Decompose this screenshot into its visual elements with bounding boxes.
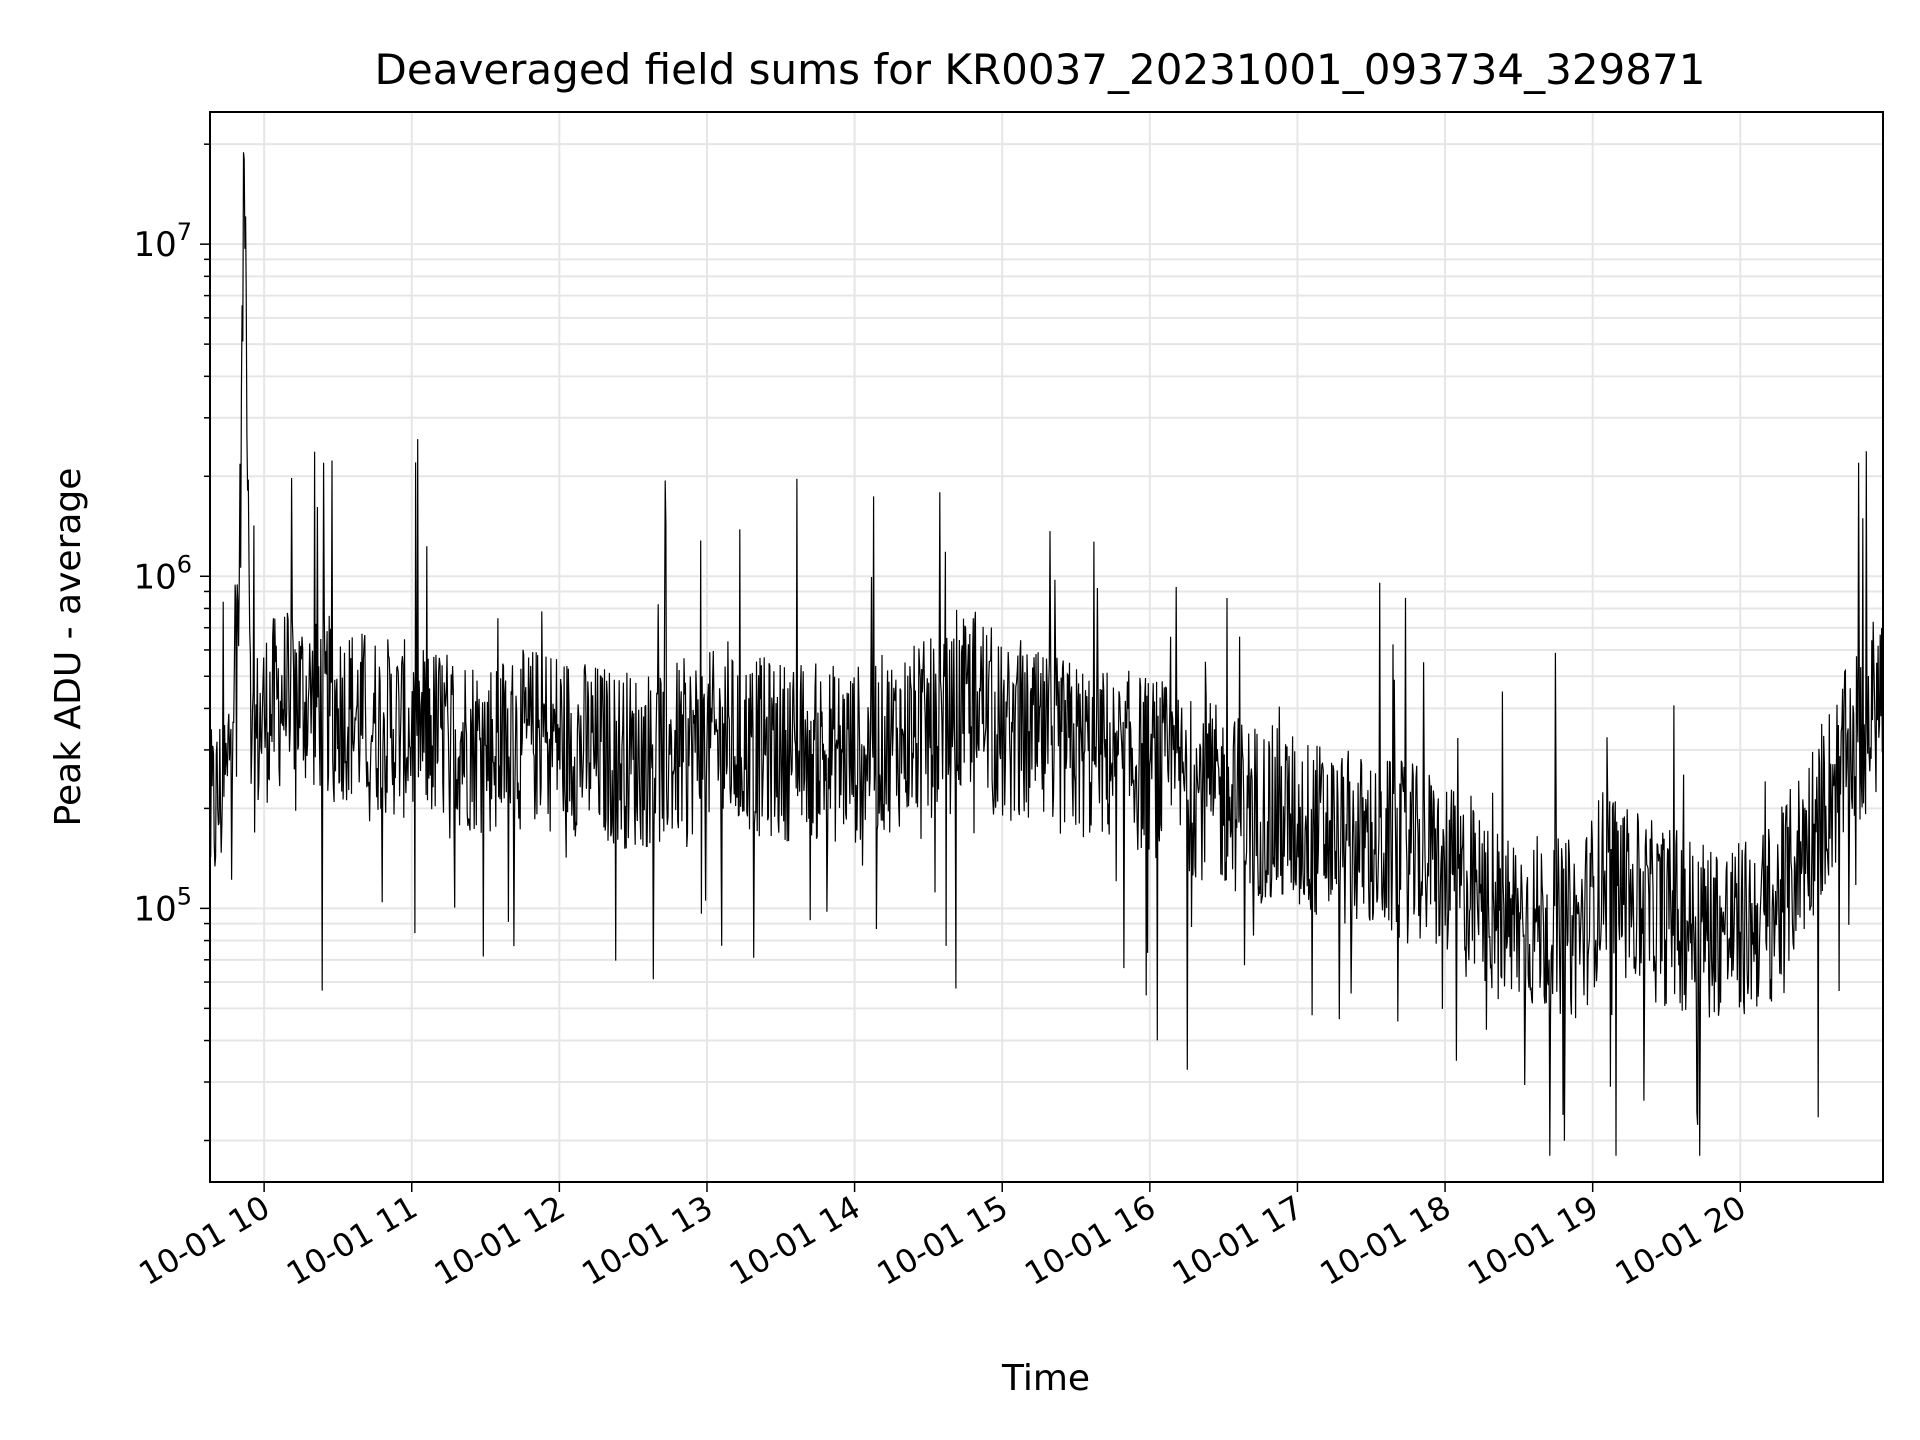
- x-tick-label: 10-01 16: [1018, 1188, 1162, 1293]
- plot-frame: [209, 111, 1884, 1183]
- x-tick-label: 10-01 17: [1166, 1188, 1310, 1293]
- y-axis-label: Peak ADU - average: [48, 468, 89, 827]
- x-tick-label: 10-01 14: [723, 1188, 867, 1293]
- x-tick-label: 10-01 18: [1313, 1188, 1457, 1293]
- data-series: [209, 152, 1884, 1156]
- y-axis-ticks: 105 106 107: [133, 218, 192, 929]
- x-axis-label: Time: [1001, 1358, 1090, 1399]
- x-tick-label: 10-01 13: [575, 1188, 719, 1293]
- series-line: [209, 152, 1884, 1156]
- x-tick-label: 10-01 12: [428, 1188, 572, 1293]
- x-tick-label: 10-01 19: [1461, 1188, 1605, 1293]
- x-tick-label: 10-01 20: [1609, 1188, 1753, 1293]
- y-tick-label: 107: [133, 218, 192, 265]
- chart-title: Deaveraged field sums for KR0037_2023100…: [375, 45, 1706, 94]
- x-axis-ticks: 10-01 10 10-01 11 10-01 12 10-01 13 10-01 14…: [133, 1182, 1753, 1293]
- y-tick-label: 105: [133, 882, 192, 929]
- x-tick-label: 10-01 11: [280, 1188, 424, 1293]
- grid-lines: [200, 112, 1883, 1182]
- y-tick-label: 106: [133, 550, 192, 597]
- x-tick-label: 10-01 15: [871, 1188, 1015, 1293]
- x-tick-label: 10-01 10: [133, 1188, 277, 1293]
